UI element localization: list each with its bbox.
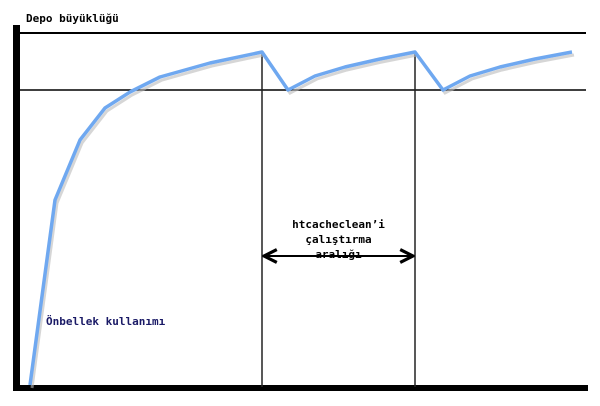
cache-usage-curve	[28, 50, 573, 386]
interval-label: htcacheclean’i çalıştırma aralığı	[262, 217, 415, 262]
interval-label-line: aralığı	[315, 248, 362, 261]
interval-label-line: htcacheclean’i	[292, 218, 385, 231]
curve-label: Önbellek kullanımı	[46, 315, 166, 328]
x-axis	[13, 385, 588, 391]
interval-label-line: çalıştırma	[305, 233, 372, 246]
y-axis	[13, 25, 20, 391]
y-axis-label: Depo büyüklüğü	[26, 12, 119, 25]
curve-shadow	[30, 53, 575, 389]
